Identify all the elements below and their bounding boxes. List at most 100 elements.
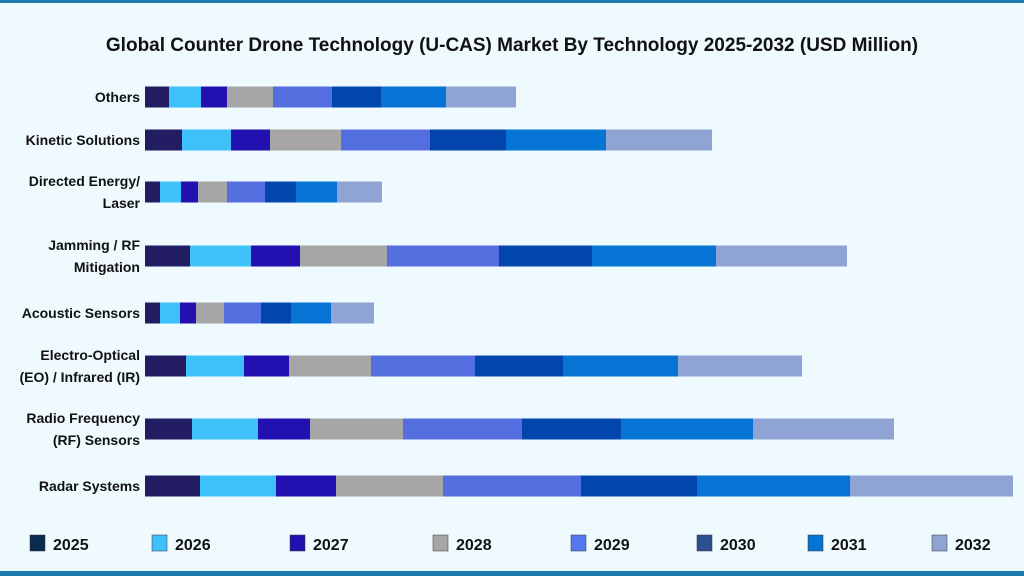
- legend-label: 2026: [175, 537, 211, 554]
- legend: 2025 2026 2027 2028 2029 2030 2031 2032: [29, 534, 991, 554]
- legend-swatch: [696, 534, 713, 552]
- legend-label: 2029: [594, 537, 630, 554]
- bar-segment-2027: [258, 418, 310, 440]
- bar-segment-2031: [697, 475, 850, 497]
- bar-segment-2028: [227, 86, 273, 108]
- bar-segment-2030: [522, 418, 621, 440]
- legend-item-2025: 2025: [29, 534, 89, 554]
- bar-segment-2029: [443, 475, 581, 497]
- bar-segment-2027: [244, 355, 289, 377]
- legend-item-2029: 2029: [570, 534, 630, 554]
- category-label-line: Directed Energy/: [29, 173, 140, 189]
- category-label-line: Kinetic Solutions: [26, 132, 141, 148]
- legend-item-2026: 2026: [151, 534, 211, 554]
- legend-item-2028: 2028: [432, 534, 492, 554]
- legend-item-2027: 2027: [289, 534, 349, 554]
- bar-segment-2027: [276, 475, 336, 497]
- category-label: Kinetic Solutions: [26, 132, 141, 148]
- category-label: Radio Frequency (RF) Sensors: [26, 410, 140, 448]
- bar-segment-2030: [332, 86, 381, 108]
- bar-segment-2026: [169, 86, 201, 108]
- bar-segment-2026: [160, 302, 180, 324]
- bar-segment-2025: [145, 302, 160, 324]
- bar-segment-2029: [403, 418, 522, 440]
- legend-item-2031: 2031: [807, 534, 867, 554]
- bar-segment-2028: [310, 418, 403, 440]
- bar-segment-2025: [145, 418, 192, 440]
- bar-segment-2032: [446, 86, 516, 108]
- bottom-border: [0, 571, 1024, 576]
- bar-segment-2026: [190, 245, 251, 267]
- bar-segment-2025: [145, 129, 182, 151]
- bar-segment-2029: [341, 129, 430, 151]
- legend-swatch: [931, 534, 948, 552]
- category-label-line: Mitigation: [74, 259, 140, 275]
- bar-segment-2030: [430, 129, 506, 151]
- legend-label: 2028: [456, 537, 492, 554]
- bar-segment-2027: [201, 86, 227, 108]
- bar-segment-2029: [224, 302, 261, 324]
- bar-segment-2030: [261, 302, 291, 324]
- category-label-line: Jamming / RF: [48, 237, 140, 253]
- bar-segment-2031: [621, 418, 753, 440]
- legend-label: 2031: [831, 537, 867, 554]
- legend-swatch: [289, 534, 306, 552]
- category-label: Electro-Optical (EO) / Infrared (IR): [19, 347, 140, 385]
- bar-segment-2029: [273, 86, 332, 108]
- legend-label: 2030: [720, 537, 756, 554]
- legend-swatch: [151, 534, 168, 552]
- category-label: Acoustic Sensors: [22, 305, 140, 321]
- bar-segment-2031: [291, 302, 331, 324]
- bars: [145, 86, 1013, 497]
- bar-segment-2030: [265, 181, 296, 203]
- legend-swatch: [432, 534, 449, 552]
- legend-label: 2027: [313, 537, 349, 554]
- bar-segment-2026: [200, 475, 276, 497]
- legend-item-2030: 2030: [696, 534, 756, 554]
- bar-segment-2028: [336, 475, 443, 497]
- category-label-line: (EO) / Infrared (IR): [19, 369, 140, 385]
- bar-segment-2027: [251, 245, 300, 267]
- bar-segment-2032: [337, 181, 382, 203]
- bar-segment-2031: [563, 355, 678, 377]
- bar-segment-2025: [145, 475, 200, 497]
- category-label-line: Radio Frequency: [26, 410, 140, 426]
- bar-segment-2030: [581, 475, 697, 497]
- bar-segment-2025: [145, 245, 190, 267]
- category-label: Radar Systems: [39, 478, 140, 494]
- bar-segment-2030: [499, 245, 592, 267]
- bar-segment-2028: [270, 129, 341, 151]
- bar-segment-2026: [182, 129, 231, 151]
- category-label-line: Laser: [103, 195, 141, 211]
- category-label: Directed Energy/Laser: [29, 173, 141, 211]
- bar-segment-2025: [145, 355, 186, 377]
- bar-segment-2031: [381, 86, 446, 108]
- bar-segment-2032: [716, 245, 847, 267]
- bar-segment-2028: [196, 302, 224, 324]
- bar-segment-2029: [387, 245, 499, 267]
- category-labels: Others Kinetic Solutions Directed Energy/L…: [19, 89, 140, 494]
- legend-swatch: [29, 534, 46, 552]
- category-label: Jamming / RF Mitigation: [48, 237, 140, 275]
- legend-label: 2032: [955, 537, 991, 554]
- bar-segment-2026: [186, 355, 244, 377]
- bar-segment-2030: [475, 355, 563, 377]
- legend-item-2032: 2032: [931, 534, 991, 554]
- bar-segment-2026: [192, 418, 258, 440]
- bar-segment-2025: [145, 86, 169, 108]
- legend-swatch: [570, 534, 587, 552]
- bar-segment-2025: [145, 181, 160, 203]
- bar-segment-2032: [678, 355, 802, 377]
- category-label-line: Electro-Optical: [40, 347, 140, 363]
- bar-segment-2026: [160, 181, 181, 203]
- bar-segment-2028: [289, 355, 371, 377]
- top-border: [0, 0, 1024, 3]
- bar-segment-2032: [606, 129, 712, 151]
- category-label-line: Acoustic Sensors: [22, 305, 140, 321]
- category-label-line: Radar Systems: [39, 478, 140, 494]
- bar-segment-2028: [300, 245, 387, 267]
- legend-label: 2025: [53, 537, 89, 554]
- bar-segment-2031: [296, 181, 337, 203]
- category-label: Others: [95, 89, 140, 105]
